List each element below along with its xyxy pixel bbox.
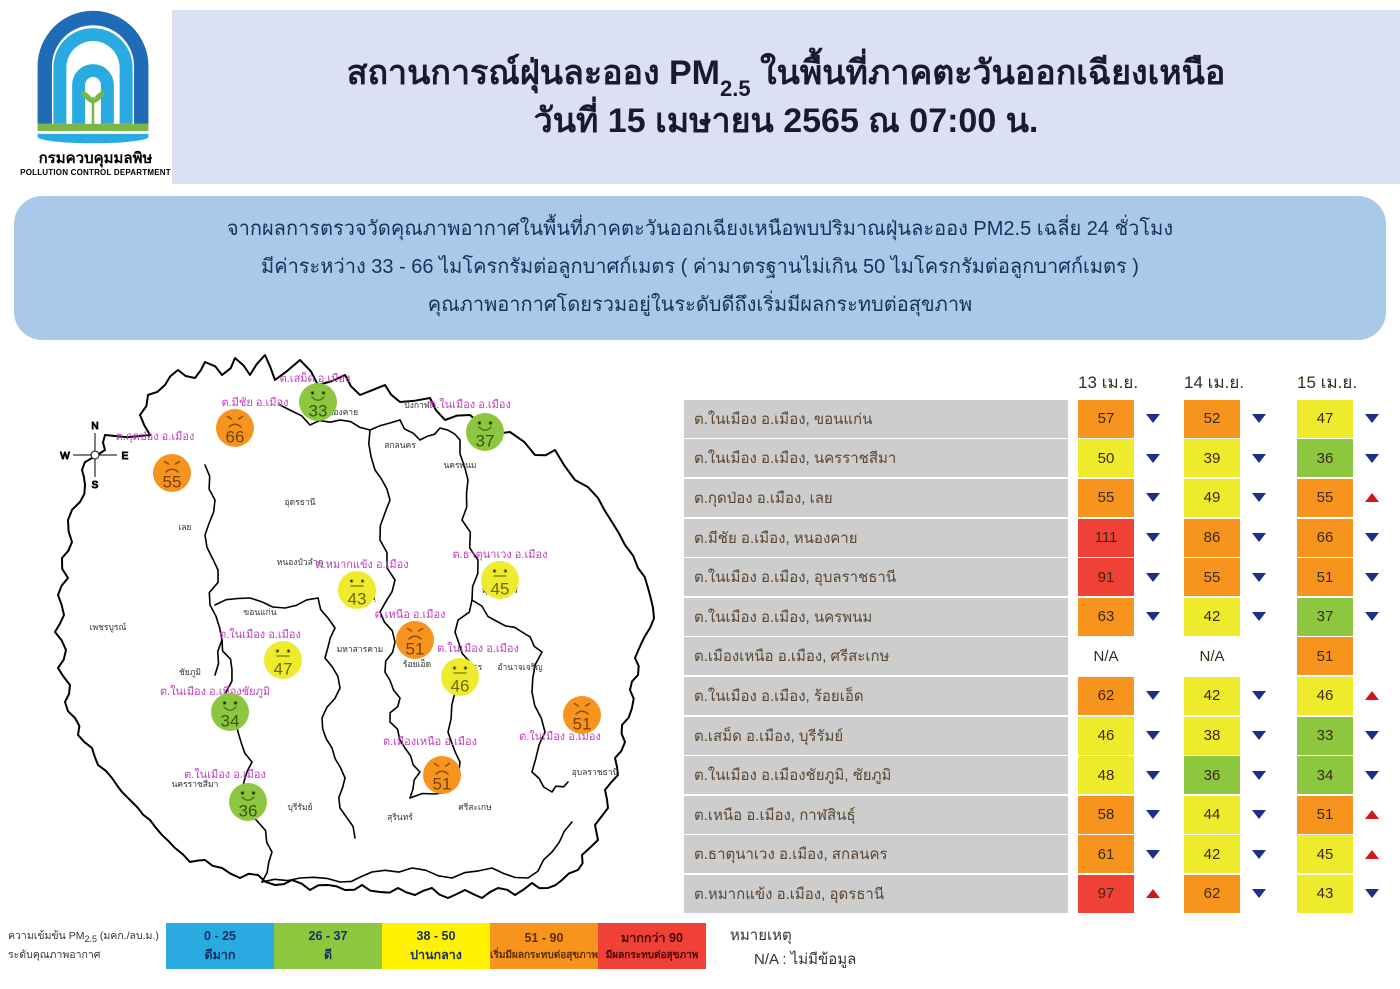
- svg-text:ร้อยเอ็ด: ร้อยเอ็ด: [403, 658, 431, 669]
- svg-text:37: 37: [476, 432, 495, 451]
- svg-text:มหาสารคาม: มหาสารคาม: [337, 644, 384, 654]
- svg-text:ชัยภูมิ: ชัยภูมิ: [179, 667, 201, 678]
- svg-text:ต.ในเมือง อ.เมืองชัยภูมิ: ต.ในเมือง อ.เมืองชัยภูมิ: [160, 685, 270, 698]
- svg-text:E: E: [122, 451, 129, 462]
- svg-text:51: 51: [433, 775, 452, 794]
- svg-text:ต.ธาตุนาเวง อ.เมือง: ต.ธาตุนาเวง อ.เมือง: [453, 548, 548, 561]
- svg-text:33: 33: [309, 402, 328, 421]
- svg-text:อุบลราชธานี: อุบลราชธานี: [572, 767, 619, 778]
- svg-text:36: 36: [239, 802, 258, 821]
- svg-text:ต.เมืองเหนือ อ.เมือง: ต.เมืองเหนือ อ.เมือง: [383, 735, 477, 748]
- svg-text:45: 45: [491, 580, 510, 599]
- svg-text:N: N: [91, 421, 98, 432]
- svg-text:46: 46: [451, 677, 470, 696]
- svg-text:ต.ในเมือง อ.เมือง: ต.ในเมือง อ.เมือง: [184, 768, 266, 781]
- svg-text:66: 66: [226, 428, 245, 447]
- svg-text:51: 51: [406, 640, 425, 659]
- svg-text:ต.เสม็ด อ.เมือง: ต.เสม็ด อ.เมือง: [280, 371, 351, 385]
- svg-text:ต.เหนือ อ.เมือง: ต.เหนือ อ.เมือง: [374, 608, 445, 621]
- svg-text:34: 34: [221, 712, 240, 731]
- svg-text:นครพนม: นครพนม: [443, 460, 476, 470]
- svg-text:สกลนคร: สกลนคร: [384, 440, 416, 450]
- svg-text:อำนาจเจริญ: อำนาจเจริญ: [497, 662, 542, 672]
- svg-text:เลย: เลย: [178, 522, 191, 532]
- svg-text:ต.มีชัย อ.เมือง: ต.มีชัย อ.เมือง: [221, 396, 288, 409]
- svg-text:43: 43: [348, 590, 367, 609]
- svg-text:บึงกาฬ: บึงกาฬ: [404, 400, 430, 410]
- svg-text:W: W: [60, 451, 70, 462]
- svg-text:S: S: [92, 480, 99, 491]
- svg-text:เพชรบูรณ์: เพชรบูรณ์: [90, 622, 127, 633]
- svg-text:ขอนแก่น: ขอนแก่น: [243, 607, 276, 617]
- svg-text:บุรีรัมย์: บุรีรัมย์: [287, 802, 312, 813]
- svg-text:ต.ในเมือง อ.เมือง: ต.ในเมือง อ.เมือง: [429, 398, 511, 411]
- svg-text:ศรีสะเกษ: ศรีสะเกษ: [458, 802, 492, 812]
- svg-text:55: 55: [163, 473, 182, 492]
- svg-text:สุรินทร์: สุรินทร์: [387, 812, 413, 823]
- svg-text:ต.กุดป่อง อ.เมือง: ต.กุดป่อง อ.เมือง: [116, 430, 195, 443]
- svg-text:47: 47: [274, 660, 293, 679]
- svg-text:ต.หมากแข้ง อ.เมือง: ต.หมากแข้ง อ.เมือง: [315, 558, 408, 571]
- svg-text:อุดรธานี: อุดรธานี: [285, 497, 316, 508]
- svg-text:ต.ในเมือง อ.เมือง: ต.ในเมือง อ.เมือง: [219, 628, 301, 641]
- svg-text:ต.ในเมือง อ.เมือง: ต.ในเมือง อ.เมือง: [437, 642, 519, 655]
- svg-text:51: 51: [573, 715, 592, 734]
